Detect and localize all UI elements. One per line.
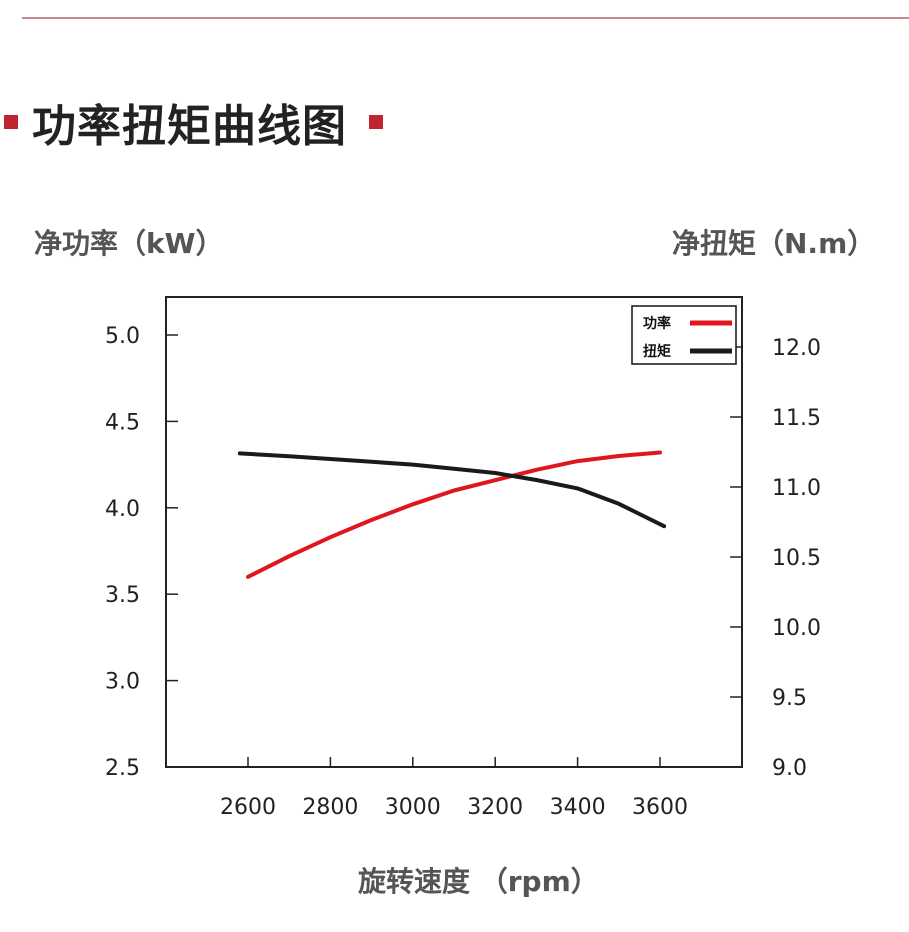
title-square-left [4,115,18,129]
series-lines [237,450,667,579]
x-tick-label: 3200 [467,795,523,820]
y-axis-left-title: 净功率（kW） [34,227,224,260]
y2-tick-label: 9.0 [772,756,807,781]
legend-label: 扭矩 [643,343,671,360]
y-tick-label: 3.5 [105,583,140,608]
y-axis-right-title: 净扭矩（N.m） [672,227,876,260]
legend: 功率扭矩 [631,305,737,365]
title-bar: 功率扭矩曲线图 [0,92,383,152]
x-axis-title: 旋转速度 （rpm） [358,865,599,898]
legend-label: 功率 [643,315,671,332]
y-tick-label: 3.0 [105,670,140,695]
x-tick-label: 2800 [302,795,358,820]
title-square-right [369,115,383,129]
y2-tick-label: 11.0 [772,476,821,501]
y-tick-label: 2.5 [105,756,140,781]
x-tick-label: 3400 [550,795,606,820]
power-line [246,450,662,579]
plot-frame [165,296,743,768]
y-tick-label: 4.0 [105,497,140,522]
y-axis-left-ticks: 2.5 3.0 3.5 4.0 4.5 5.0 [105,324,178,781]
torque-line [237,451,667,529]
y2-tick-label: 11.5 [772,406,821,431]
x-tick-label: 2600 [220,795,276,820]
y-tick-label: 5.0 [105,324,140,349]
y2-tick-label: 12.0 [772,336,821,361]
legend-box [631,305,737,365]
y2-tick-label: 10.5 [772,546,821,571]
y2-tick-label: 10.0 [772,616,821,641]
y2-tick-label: 9.5 [772,686,807,711]
top-divider [22,17,909,19]
x-axis-ticks: 2600 2800 3000 3200 3400 3600 [220,757,688,820]
x-tick-label: 3600 [632,795,688,820]
x-tick-label: 3000 [385,795,441,820]
y-tick-label: 4.5 [105,410,140,435]
y-axis-right-ticks: 9.0 9.5 10.0 10.5 11.0 11.5 12.0 [730,336,821,781]
page-title: 功率扭矩曲线图 [32,101,347,152]
